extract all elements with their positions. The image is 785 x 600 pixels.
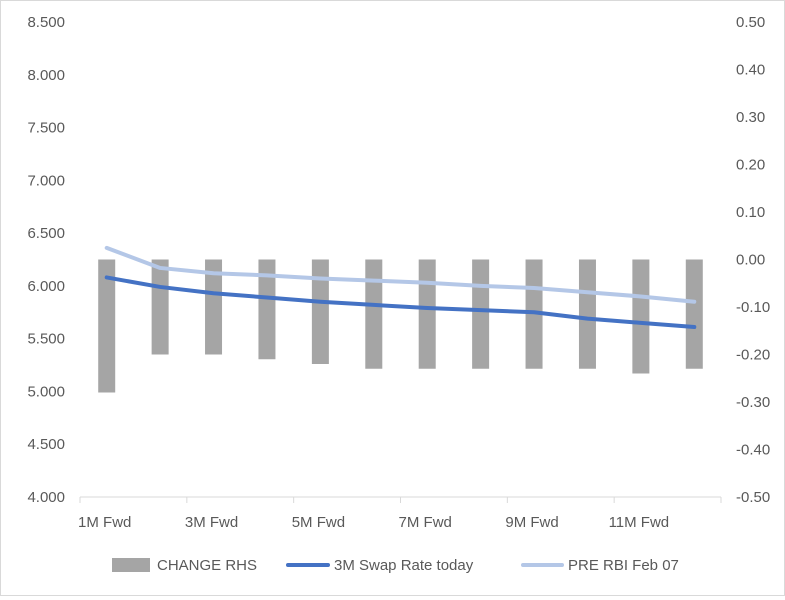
x-axis-tick-label: 3M Fwd <box>185 514 238 531</box>
x-axis-tick-label: 1M Fwd <box>78 514 131 531</box>
bar-change-rhs <box>685 259 703 369</box>
bar-change-rhs <box>258 259 276 360</box>
left-axis-tick-label: 4.500 <box>27 436 65 453</box>
right-axis-tick-label: 0.30 <box>736 109 765 126</box>
left-axis-tick-label: 8.000 <box>27 67 65 84</box>
legend-swatch-change-rhs <box>112 558 150 572</box>
legend-label-change-rhs: CHANGE RHS <box>157 557 257 574</box>
bar-change-rhs <box>151 259 169 355</box>
x-axis-tick-label: 11M Fwd <box>609 514 670 531</box>
legend-label-3m-swap-rate: 3M Swap Rate today <box>334 557 474 574</box>
x-axis-tick-label: 9M Fwd <box>505 514 558 531</box>
legend-label-pre-rbi: PRE RBI Feb 07 <box>568 557 679 574</box>
left-axis-tick-label: 6.000 <box>27 278 65 295</box>
bar-change-rhs <box>578 259 596 369</box>
bar-change-rhs <box>472 259 490 369</box>
x-axis-tick-label: 5M Fwd <box>292 514 345 531</box>
right-axis-tick-label: 0.00 <box>736 252 765 269</box>
right-axis-tick-label: -0.40 <box>736 442 770 459</box>
right-axis-tick-label: -0.30 <box>736 394 770 411</box>
bar-change-rhs <box>98 259 116 393</box>
bar-change-rhs <box>632 259 650 374</box>
bar-change-rhs <box>365 259 383 369</box>
bar-change-rhs <box>418 259 436 369</box>
left-axis-tick-label: 8.500 <box>27 14 65 31</box>
left-axis-tick-label: 5.000 <box>27 383 65 400</box>
right-axis-tick-label: 0.20 <box>736 157 765 174</box>
left-axis-tick-label: 7.500 <box>27 120 65 137</box>
left-axis-tick-label: 6.500 <box>27 225 65 242</box>
right-axis-tick-label: -0.10 <box>736 299 770 316</box>
left-axis-tick-label: 7.000 <box>27 172 65 189</box>
right-axis-tick-label: 0.40 <box>736 62 765 79</box>
left-axis-tick-label: 5.500 <box>27 331 65 348</box>
line-3m-swap-rate-today <box>104 275 697 330</box>
bar-change-rhs <box>205 259 223 355</box>
bar-change-rhs <box>311 259 329 364</box>
right-axis-tick-label: -0.20 <box>736 347 770 364</box>
line-pre-rbi-feb-07 <box>104 245 697 304</box>
right-axis-tick-label: 0.10 <box>736 204 765 221</box>
right-axis-tick-label: -0.50 <box>736 489 770 506</box>
x-axis-tick-label: 7M Fwd <box>399 514 452 531</box>
right-axis-tick-label: 0.50 <box>736 14 765 31</box>
left-axis-tick-label: 4.000 <box>27 489 65 506</box>
